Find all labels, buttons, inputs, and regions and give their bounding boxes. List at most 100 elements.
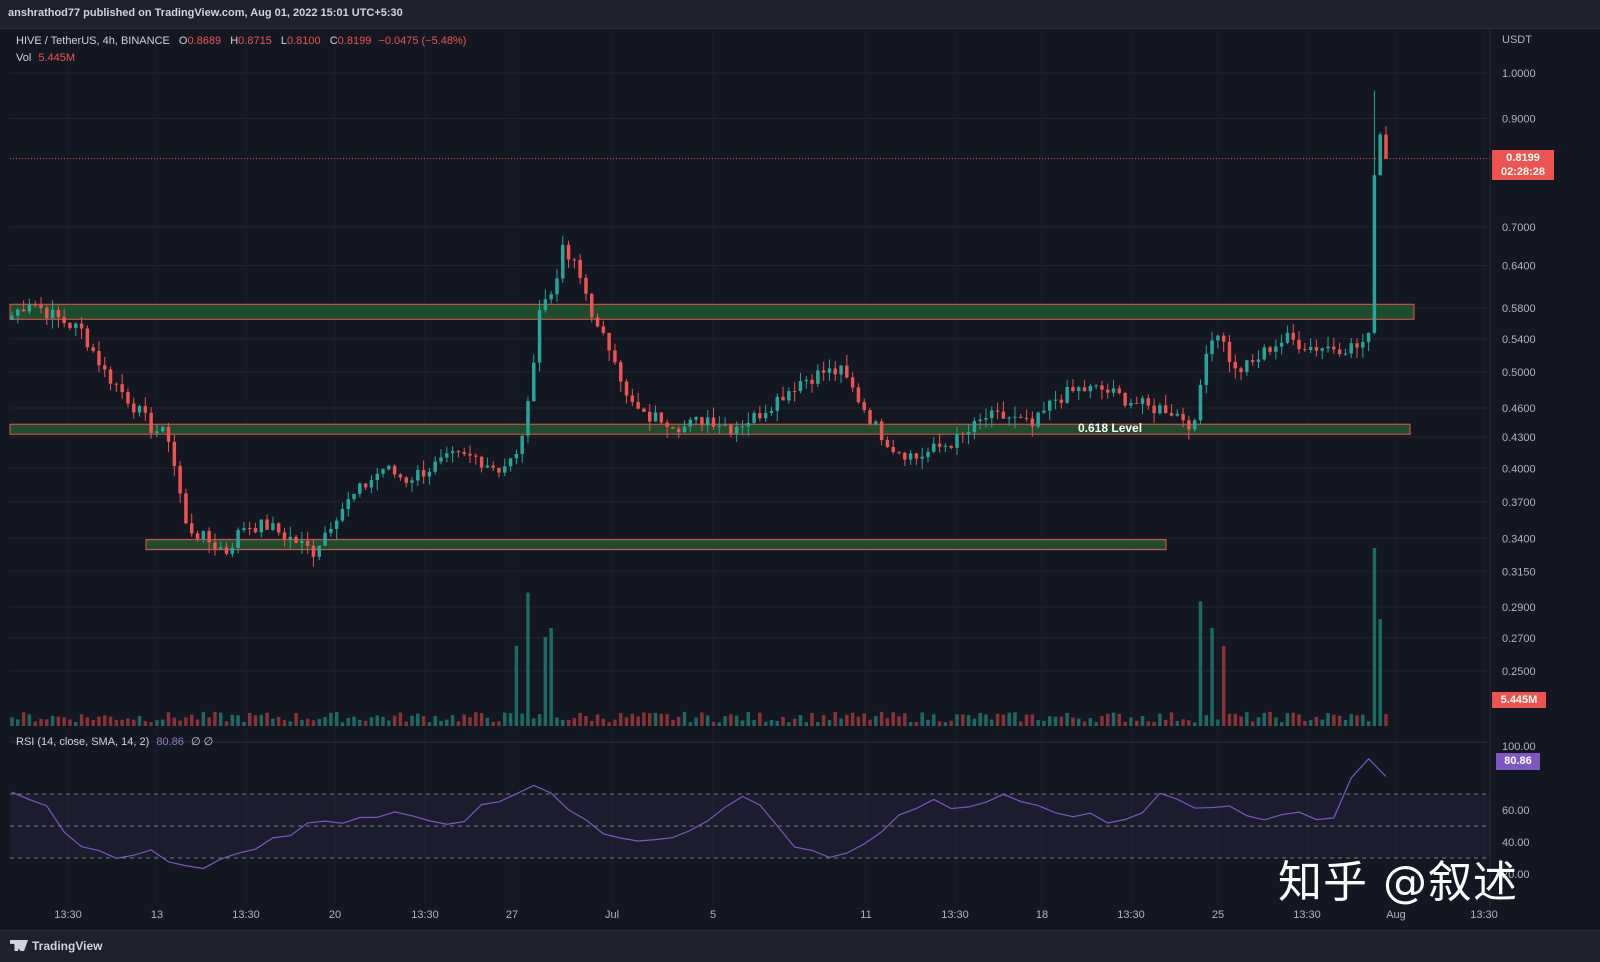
candle-body <box>497 467 501 473</box>
volume-bar <box>329 712 333 726</box>
volume-bar <box>410 715 414 726</box>
volume-bar <box>404 721 408 726</box>
candle-body <box>1250 360 1255 362</box>
volume-bar <box>259 714 264 726</box>
price-tick-label: 0.2500 <box>1502 666 1536 678</box>
volume-bar <box>862 713 866 726</box>
rsi-value: 80.86 <box>156 736 184 748</box>
volume-bar <box>868 719 872 726</box>
candle-body <box>705 417 710 426</box>
volume-bar <box>39 719 43 726</box>
volume-bar <box>433 715 437 726</box>
candle-body <box>149 412 153 433</box>
volume-bar <box>636 716 640 726</box>
volume-bar <box>578 713 582 726</box>
candle-body <box>717 425 722 427</box>
volume-bar <box>16 719 20 726</box>
volume-bar <box>253 715 258 726</box>
candle-body <box>1042 410 1046 413</box>
vol-label[interactable]: Vol <box>16 52 32 64</box>
candle-body <box>520 435 524 455</box>
symbol-name[interactable]: HIVE / TetherUS, 4h, BINANCE <box>16 35 170 47</box>
time-axis[interactable]: 13:30 13 13:30 20 13:30 27 Jul 5 11 13:30 18 13:30 2… <box>54 909 1498 921</box>
volume-bar <box>1077 718 1081 726</box>
candle-body <box>294 536 298 544</box>
candle-body <box>427 471 432 477</box>
support-resistance-zones <box>9 303 1415 551</box>
candle-body <box>1268 347 1272 352</box>
candle-body <box>1158 405 1162 414</box>
rsi-label[interactable]: RSI (14, close, SMA, 14, 2) <box>16 736 150 748</box>
candle-body <box>694 417 698 420</box>
volume-bar <box>497 721 501 726</box>
candle-body <box>161 426 165 432</box>
volume-bar <box>717 722 722 726</box>
volume-bar <box>1082 721 1087 726</box>
candle-body <box>207 531 211 543</box>
vol-value: 5.445M <box>38 52 76 64</box>
candle-body <box>537 310 542 363</box>
candle-body <box>416 470 420 481</box>
time-tick-label: 13:30 <box>411 909 439 921</box>
candle-body <box>352 493 356 500</box>
volume-bar <box>126 718 130 726</box>
tradingview-logo[interactable]: TradingView <box>10 939 102 953</box>
candle-body <box>300 540 304 544</box>
volume-bar <box>1187 720 1191 726</box>
chart-canvas[interactable]: 0.618 Level 1.0000 0.9000 0.7000 0.6400 0.58… <box>0 28 1600 930</box>
volume-bar <box>1239 716 1243 726</box>
candle-body <box>1077 387 1081 392</box>
candle-body <box>1303 349 1307 351</box>
volume-bar <box>375 715 379 726</box>
volume-bar <box>305 718 310 726</box>
time-tick-label: 20 <box>329 909 341 921</box>
rsi-tick-label: 60.00 <box>1502 805 1530 817</box>
volume-bar <box>1297 714 1301 726</box>
candle-body <box>850 377 855 388</box>
volume-bar <box>781 716 785 726</box>
candle-body <box>334 520 339 530</box>
candle-body <box>1123 393 1127 406</box>
volume-bar <box>439 720 443 726</box>
candle-body <box>1129 402 1133 406</box>
volume-bar <box>1221 645 1226 726</box>
candle-body <box>903 452 907 460</box>
volume-bar <box>300 720 304 726</box>
volume-bar <box>85 717 90 726</box>
price-axis[interactable]: 1.0000 0.9000 0.7000 0.6400 0.5800 0.5400 0.50… <box>1502 34 1536 881</box>
volume-bar <box>456 721 461 726</box>
candle-body <box>926 451 930 457</box>
candle-body <box>120 384 124 393</box>
rsi-tick-label: 40.00 <box>1502 837 1530 849</box>
volume-bar <box>897 716 901 726</box>
volume-bar <box>1001 714 1006 726</box>
candle-body <box>613 350 617 363</box>
candle-body <box>862 402 866 411</box>
candle-body <box>1117 388 1122 394</box>
price-tick-label: 0.7000 <box>1502 222 1536 234</box>
candle-body <box>1007 417 1011 419</box>
time-tick-label: 11 <box>860 909 871 921</box>
volume-bar <box>1152 721 1156 726</box>
volume-bar <box>787 722 791 726</box>
volume-bar <box>155 720 159 726</box>
candle-body <box>624 381 629 396</box>
candle-body <box>282 532 287 540</box>
candle-body <box>433 461 437 472</box>
volume-bar <box>1111 712 1116 726</box>
candle-body <box>1071 387 1075 392</box>
volume-bar <box>334 712 339 726</box>
candle-body <box>769 410 774 414</box>
candle-body <box>27 304 32 312</box>
volume-bar <box>103 715 107 726</box>
volume-bar <box>1123 721 1127 726</box>
volume-bar <box>613 719 617 726</box>
close-value: 0.8199 <box>337 35 372 47</box>
volume-bar <box>572 717 577 726</box>
candle-body <box>908 453 913 460</box>
candle-body <box>195 533 200 540</box>
rsi-line <box>11 757 1387 870</box>
volume-bar <box>352 716 356 726</box>
candle-body <box>305 540 310 546</box>
candle-body <box>821 370 826 373</box>
